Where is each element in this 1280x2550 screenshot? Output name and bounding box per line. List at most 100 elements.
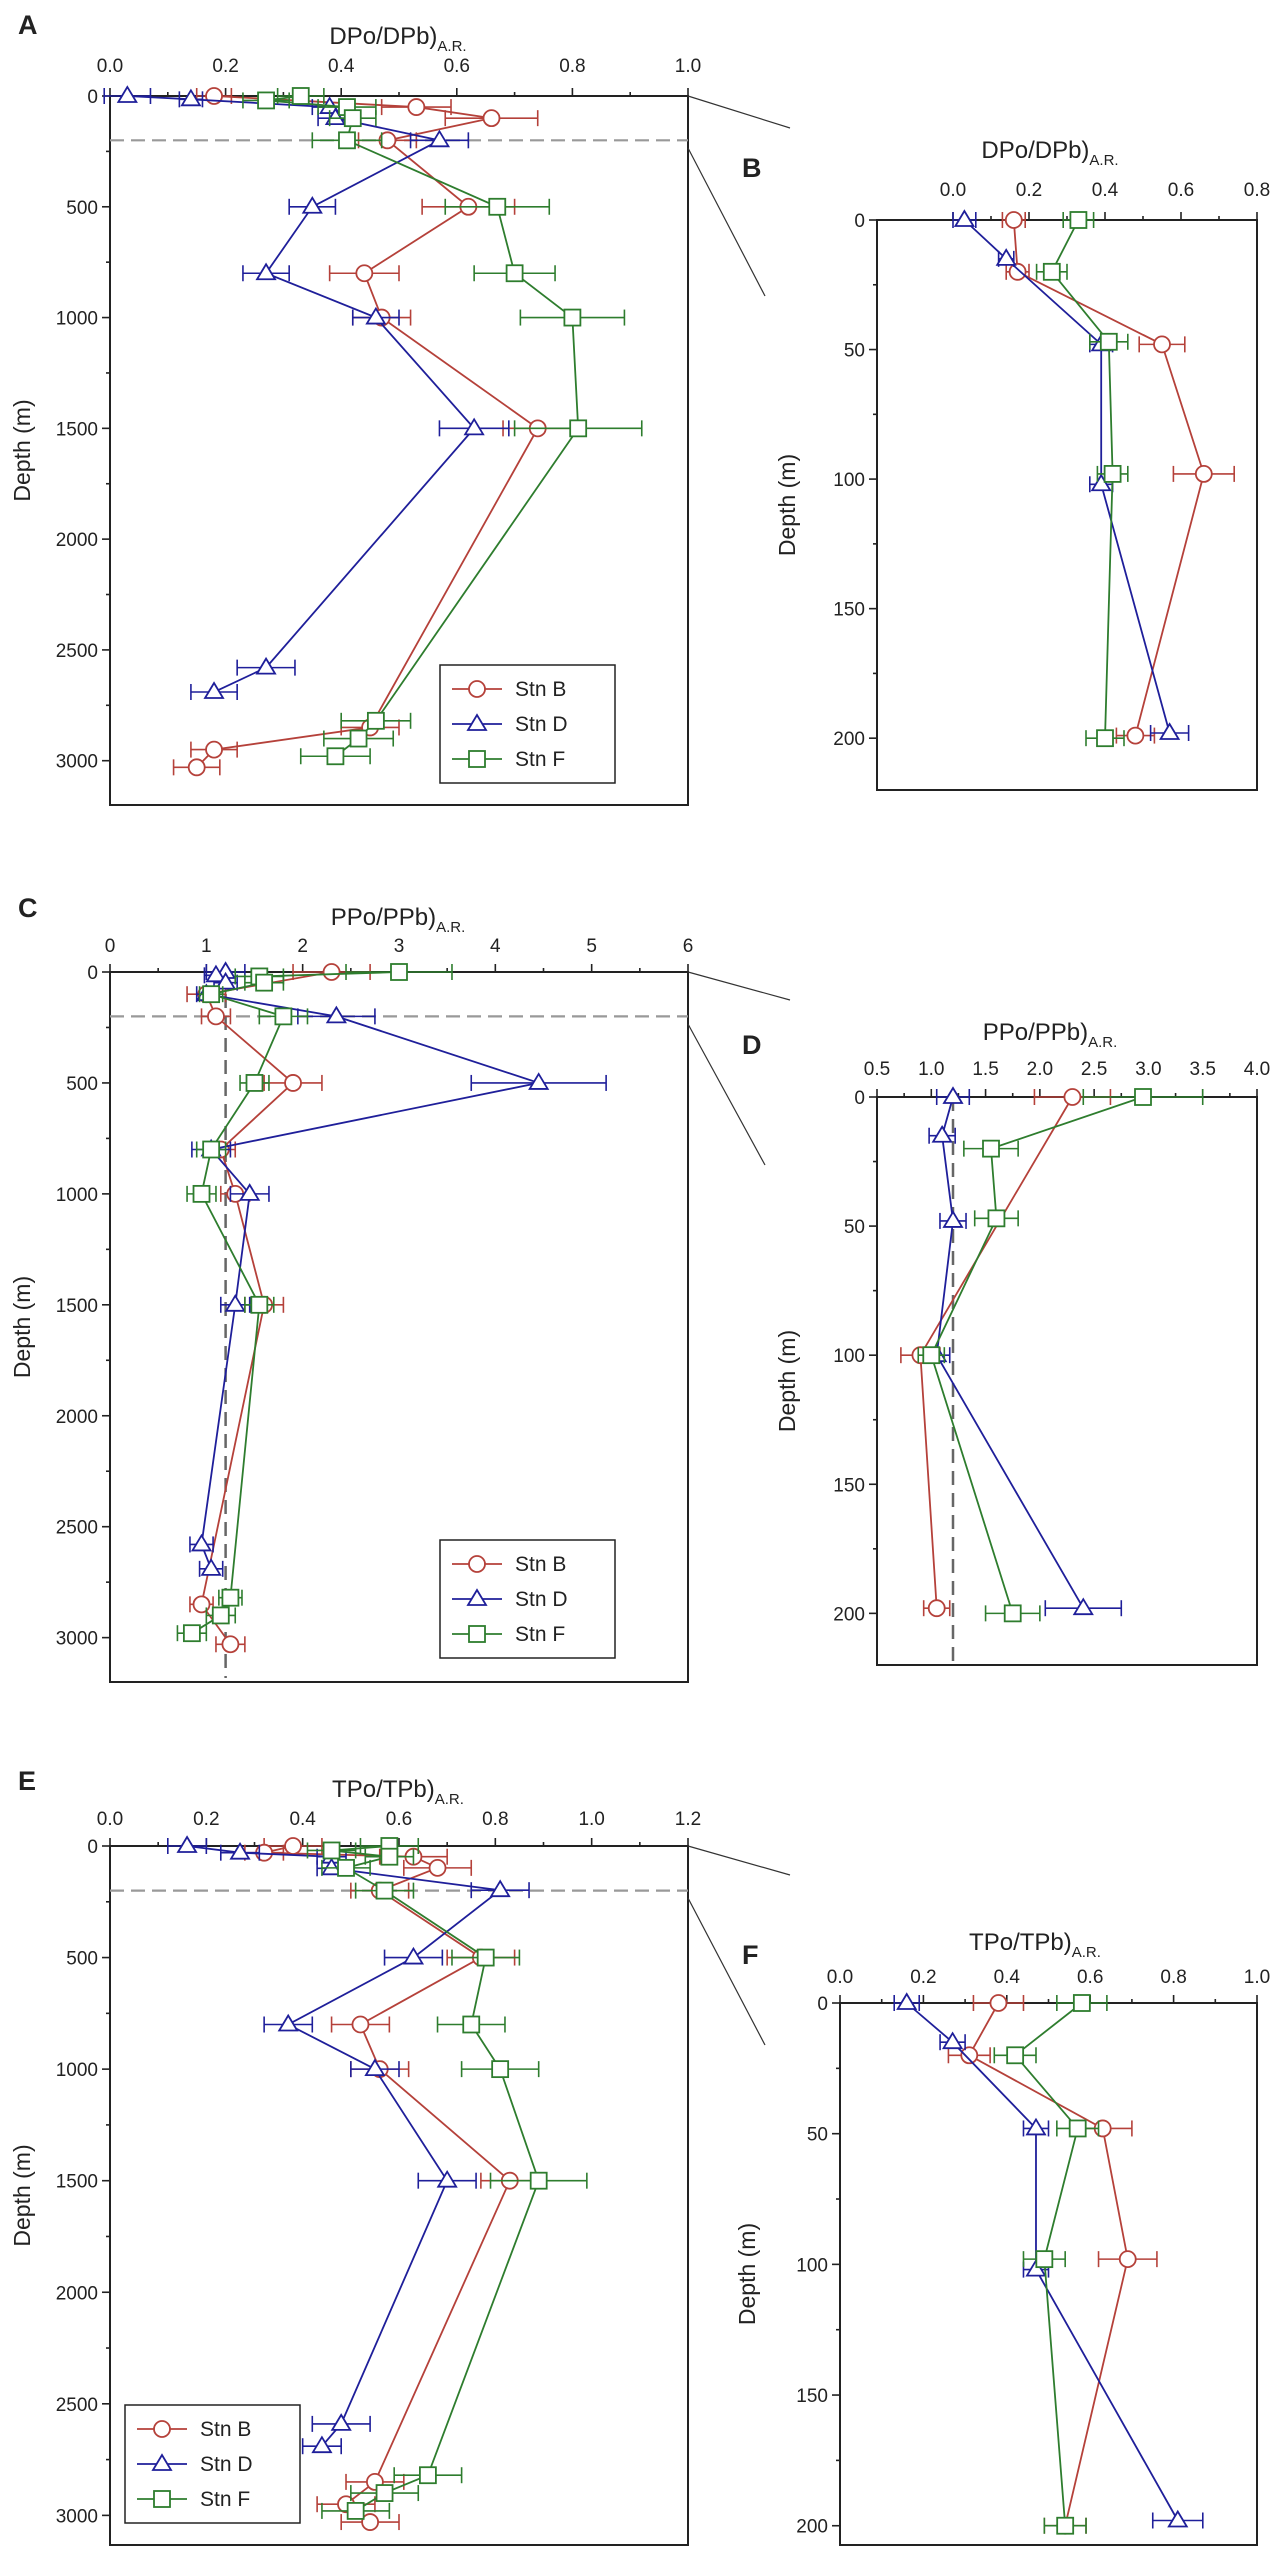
data-point — [942, 2031, 964, 2050]
y-tick-label: 2500 — [56, 641, 98, 662]
y-tick-label: 150 — [833, 600, 865, 621]
panel-f: F TPo/TPb)A.R. 0.0 0.2 0.4 0.6 0.8 1.0 0 50 100 150… — [734, 1929, 1270, 2546]
y-tick-label: 3000 — [56, 1629, 98, 1650]
series-f — [1035, 211, 1129, 748]
data-point — [239, 1183, 261, 1201]
legend: Stn B Stn D Stn F — [439, 664, 616, 784]
data-point — [324, 107, 347, 126]
data-point — [349, 729, 368, 748]
x-tick-label: 0.6 — [444, 56, 470, 77]
x-tick-label: 0.5 — [864, 1059, 890, 1080]
x-tick-label: 6 — [683, 936, 694, 957]
series-line — [919, 1096, 1074, 1609]
data-point — [995, 248, 1017, 266]
data-point — [1068, 2119, 1087, 2138]
data-point — [1099, 332, 1118, 351]
legend-label: Stn F — [515, 1623, 565, 1646]
y-tick-label: 3000 — [56, 752, 98, 773]
legend-marker — [466, 713, 488, 731]
x-tick-label: 0.0 — [97, 1809, 123, 1830]
x-tick-label: 0.6 — [1077, 1967, 1103, 1988]
legend-label: Stn B — [200, 2418, 251, 2441]
data-point — [418, 2466, 437, 2485]
data-point — [529, 2171, 548, 2190]
axis-title: TPo/TPb)A.R. — [969, 1929, 1101, 1961]
series-line — [200, 971, 543, 1570]
data-point — [380, 1847, 399, 1866]
data-point — [1056, 2516, 1075, 2535]
series-d — [103, 85, 510, 701]
panel-label: D — [742, 1030, 762, 1060]
x-tick-label: 0.4 — [994, 1967, 1021, 1988]
data-point — [203, 681, 225, 699]
x-tick-label: 0.8 — [482, 1809, 508, 1830]
data-point — [200, 1558, 222, 1576]
data-point — [428, 129, 451, 148]
data-point — [375, 1881, 394, 1900]
data-point — [1103, 465, 1122, 483]
legend-label: Stn D — [515, 713, 568, 736]
data-point — [1008, 262, 1027, 281]
data-point — [192, 1184, 211, 1203]
data-point — [221, 1588, 240, 1607]
x-tick-label: 1 — [201, 936, 212, 957]
data-point — [476, 1948, 495, 1967]
data-point — [277, 2013, 299, 2032]
data-point — [896, 1992, 918, 2010]
axis-title-sub: A.R. — [1088, 1034, 1117, 1051]
data-point — [255, 262, 277, 281]
data-point — [428, 1858, 447, 1877]
x-tick-label: 3 — [394, 936, 405, 957]
data-point — [176, 1835, 198, 1853]
x-tick-label: 0.8 — [1244, 180, 1270, 201]
y-tick-label: 0 — [817, 1994, 828, 2015]
y-tick-label: 50 — [844, 1217, 865, 1238]
data-point — [224, 1294, 246, 1312]
axis-title: PPo/PPb)A.R. — [331, 904, 466, 936]
legend-marker — [153, 2420, 171, 2438]
zoom-connector — [687, 95, 791, 129]
legend-label: Stn B — [515, 1553, 566, 1576]
data-point — [320, 1857, 343, 1876]
data-point — [116, 85, 138, 103]
data-point — [1006, 2046, 1025, 2065]
panel-label: B — [742, 153, 762, 183]
series-f — [306, 1837, 588, 2520]
y-tick-label: 2500 — [56, 1518, 98, 1539]
zoom-connector — [687, 1897, 766, 2046]
axis-title: TPo/TPb)A.R. — [332, 1776, 464, 1808]
panel-e: E TPo/TPb)A.R. 0.0 0.2 0.4 0.6 0.8 1.0 1.2 0 500 10… — [9, 1766, 701, 2546]
axis-title-sub: A.R. — [1072, 1944, 1101, 1961]
data-point — [960, 2046, 979, 2065]
y-axis-label: Depth (m) — [734, 2223, 760, 2325]
zoom-connector — [687, 971, 791, 1001]
data-point — [407, 98, 426, 116]
legend: Stn B Stn D Stn F — [439, 1539, 616, 1659]
y-tick-label: 150 — [833, 1475, 865, 1496]
data-point — [361, 2513, 380, 2531]
data-point — [563, 308, 582, 327]
data-point — [1003, 1604, 1022, 1623]
data-point — [953, 209, 975, 227]
data-point — [190, 1533, 213, 1552]
y-tick-label: 0 — [87, 87, 98, 108]
data-point — [375, 2484, 394, 2502]
data-point — [284, 1074, 302, 1092]
plot-frame — [876, 219, 1258, 791]
panel-c: C PPo/PPb)A.R. 0 1 2 3 4 5 6 0 500 1000 1500 2000 2500… — [9, 893, 694, 1683]
series-f — [917, 1088, 1204, 1623]
data-point — [284, 1837, 302, 1855]
series-f — [242, 87, 643, 766]
data-point — [322, 1841, 341, 1860]
data-point — [931, 1124, 953, 1143]
data-point — [1063, 1088, 1082, 1106]
series-line — [935, 1096, 1085, 1609]
data-point — [215, 971, 237, 990]
data-point — [326, 747, 345, 766]
y-tick-label: 3000 — [56, 2506, 98, 2527]
axis-title-sub: A.R. — [436, 919, 465, 936]
data-point — [569, 419, 588, 438]
data-point — [1025, 2117, 1047, 2136]
data-point — [1096, 729, 1114, 748]
series-line — [263, 1845, 511, 2523]
